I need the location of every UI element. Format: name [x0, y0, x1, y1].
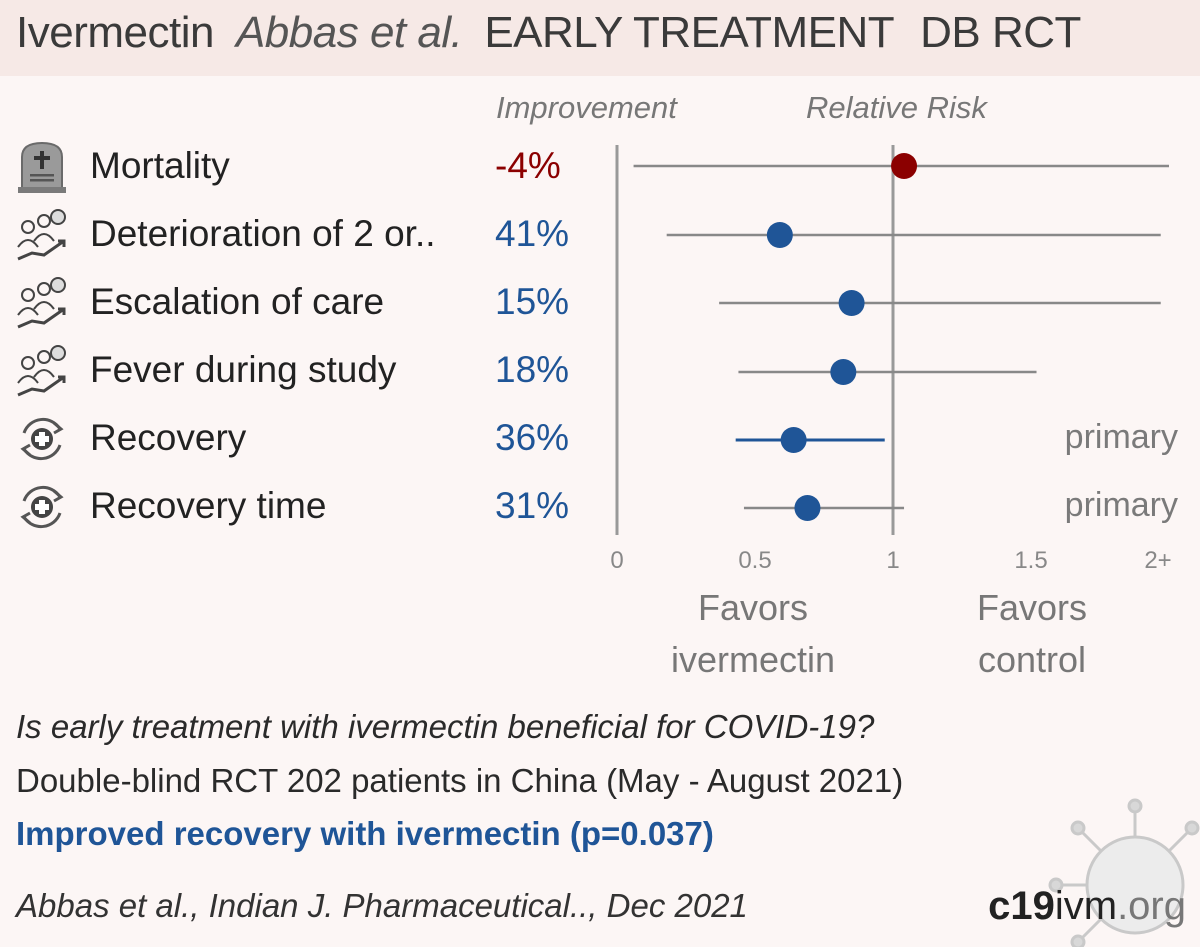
x-tick-label: 1.5: [1014, 547, 1047, 574]
relative-risk-point: [838, 290, 865, 316]
improvement-column-header: Improvement: [496, 90, 677, 125]
title-design: DB RCT: [920, 8, 1081, 57]
x-tick-label: 2+: [1144, 547, 1171, 574]
improvement-value: 15%: [495, 281, 570, 322]
title-author: Abbas et al.: [235, 8, 463, 57]
relative-risk-point: [794, 495, 821, 521]
favors-left-line2: ivermectin: [670, 639, 836, 680]
improvement-value: 41%: [495, 213, 570, 254]
favors-right-line2: control: [977, 639, 1087, 680]
page-title: Ivermectin Abbas et al. EARLY TREATMENT DB …: [16, 8, 1081, 58]
outcome-label: Recovery time: [90, 485, 327, 526]
improvement-value: 18%: [495, 349, 570, 390]
title-bar: Ivermectin Abbas et al. EARLY TREATMENT DB …: [0, 0, 1200, 76]
outcome-label: Recovery: [90, 417, 247, 458]
recovery-icon: [20, 417, 64, 461]
study-design: Double-blind RCT 202 patients in China (…: [16, 762, 904, 799]
brand-part-2: ivm: [1054, 884, 1118, 928]
favors-left-line1: Favors: [697, 587, 809, 628]
x-tick-label: 0: [610, 547, 623, 574]
relative-risk-point: [891, 153, 918, 179]
relative-risk-point: [780, 427, 807, 453]
brand-part-1: c19: [988, 884, 1055, 928]
primary-note: primary: [1064, 486, 1178, 524]
favors-ivermectin-label: Favors ivermectin: [623, 582, 883, 686]
improvement-value: 36%: [495, 417, 570, 458]
recovery-icon: [20, 485, 64, 529]
outcome-label: Mortality: [90, 145, 230, 186]
x-tick-label: 1: [886, 547, 899, 574]
patients-icon: [17, 277, 66, 329]
study-conclusion: Improved recovery with ivermectin (p=0.0…: [16, 815, 714, 852]
favors-right-line1: Favors: [976, 587, 1088, 628]
title-stage: EARLY TREATMENT: [484, 8, 895, 57]
relative-risk-point: [766, 222, 793, 248]
relative-risk-point: [830, 359, 857, 385]
outcome-label: Escalation of care: [90, 281, 385, 322]
virus-watermark-icon: [1048, 798, 1200, 947]
favors-control-label: Favors control: [902, 582, 1162, 686]
tombstone-icon: [18, 141, 66, 193]
title-drug: Ivermectin: [16, 8, 214, 57]
brand-logo: c19ivm.org: [988, 884, 1186, 929]
outcome-label: Deterioration of 2 or..: [90, 213, 436, 254]
outcome-label: Fever during study: [90, 349, 397, 390]
relative-risk-column-header: Relative Risk: [806, 90, 987, 125]
patients-icon: [17, 345, 66, 397]
improvement-value: -4%: [495, 145, 561, 186]
primary-note: primary: [1064, 418, 1178, 456]
citation: Abbas et al., Indian J. Pharmaceutical..…: [16, 887, 748, 924]
patients-icon: [17, 209, 66, 261]
brand-part-3: .org: [1117, 884, 1186, 928]
improvement-value: 31%: [495, 485, 570, 526]
x-tick-label: 0.5: [738, 547, 771, 574]
study-question: Is early treatment with ivermectin benef…: [16, 708, 875, 745]
